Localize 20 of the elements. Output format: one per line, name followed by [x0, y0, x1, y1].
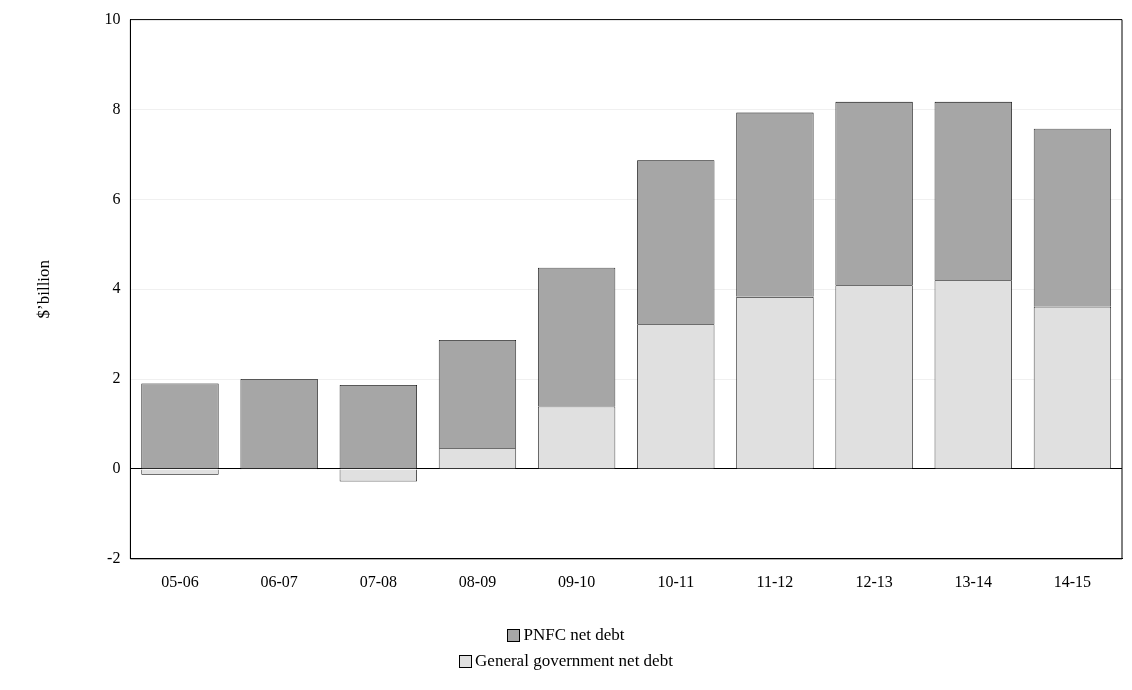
- y-tick-label: 6: [112, 189, 121, 207]
- x-tick-label: 13-14: [954, 572, 992, 590]
- y-tick-label: 10: [104, 9, 121, 27]
- y-tick-label: 2: [112, 369, 121, 387]
- y-axis-title: $’billion: [33, 259, 53, 319]
- x-tick-label: 12-13: [855, 572, 893, 590]
- x-tick-label: 07-08: [359, 572, 397, 590]
- legend-label: General government net debt: [475, 651, 673, 671]
- x-tick-label: 10-11: [657, 572, 695, 590]
- y-tick-label: 4: [112, 279, 121, 297]
- y-tick-label: -2: [107, 549, 121, 566]
- y-tick-label: 8: [112, 99, 121, 117]
- x-tick-label: 06-07: [260, 572, 298, 590]
- x-tick-label: 11-12: [756, 572, 794, 590]
- x-tick-label: 14-15: [1053, 572, 1092, 590]
- x-tick-label: 08-09: [458, 572, 497, 590]
- legend-label: PNFC net debt: [523, 625, 625, 645]
- x-tick-label: 05-06: [161, 572, 199, 590]
- x-tick-label: 09-10: [557, 572, 596, 590]
- y-tick-label: 0: [112, 459, 121, 477]
